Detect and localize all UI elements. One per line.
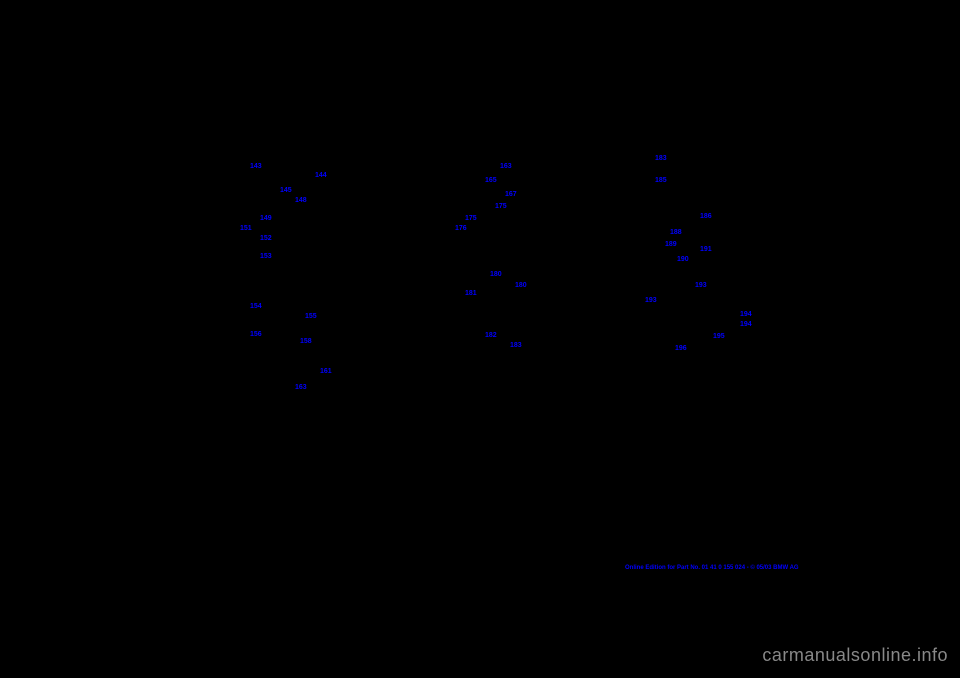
page-number-link[interactable]: 145 xyxy=(280,187,292,194)
page-number-link[interactable]: 193 xyxy=(695,282,707,289)
page-number-link[interactable]: 175 xyxy=(465,215,477,222)
page-number-link[interactable]: 189 xyxy=(665,241,677,248)
index-page: 143 144 145148 149 151 152 153 154 155 156 158 161 1… xyxy=(165,35,865,615)
page-number-link[interactable]: 163 xyxy=(500,163,512,170)
page-number-link[interactable]: 185 xyxy=(655,177,667,184)
page-number-link[interactable]: 143 xyxy=(250,163,262,170)
page-number-link[interactable]: 167 xyxy=(505,191,517,198)
page-number-link[interactable]: 186 xyxy=(700,213,712,220)
page-number-link[interactable]: 191 xyxy=(700,246,712,253)
page-number-link[interactable]: 194 xyxy=(740,321,752,328)
page-number-link[interactable]: 152 xyxy=(260,235,272,242)
page-number-link[interactable]: 156 xyxy=(250,331,262,338)
page-number-link[interactable]: 144 xyxy=(315,172,327,179)
page-number-link[interactable]: 165 xyxy=(485,177,497,184)
page-number-link[interactable]: 194 xyxy=(740,311,752,318)
page-number-link[interactable]: 183 xyxy=(655,155,667,162)
page-number-link[interactable]: 176 xyxy=(455,225,467,232)
page-number-link[interactable]: 149 xyxy=(260,215,272,222)
page-number-link[interactable]: 148 xyxy=(295,197,307,204)
page-number-link[interactable]: 190 xyxy=(677,256,689,263)
page-number-link[interactable]: 151 xyxy=(240,225,252,232)
page-number-link[interactable]: 163 xyxy=(295,384,307,391)
page-number-link[interactable]: 188 xyxy=(670,229,682,236)
page-number-link[interactable]: 154 xyxy=(250,303,262,310)
page-number-link[interactable]: 180 xyxy=(515,282,527,289)
page-number-link[interactable]: 155 xyxy=(305,313,317,320)
page-number-link[interactable]: 196 xyxy=(675,345,687,352)
page-number-link[interactable]: 182 xyxy=(485,332,497,339)
page-number-link[interactable]: 180 xyxy=(490,271,502,278)
page-number-link[interactable]: 175 xyxy=(495,203,507,210)
page-number-link[interactable]: 161 xyxy=(320,368,332,375)
footer-copyright: Online Edition for Part No. 01 41 0 155 … xyxy=(625,565,799,571)
page-number-link[interactable]: 195 xyxy=(713,333,725,340)
watermark-text: carmanualsonline.info xyxy=(762,645,948,666)
page-number-link[interactable]: 193 xyxy=(645,297,657,304)
page-number-link[interactable]: 183 xyxy=(510,342,522,349)
page-number-link[interactable]: 181 xyxy=(465,290,477,297)
page-number-link[interactable]: 153 xyxy=(260,253,272,260)
page-number-link[interactable]: 158 xyxy=(300,338,312,345)
